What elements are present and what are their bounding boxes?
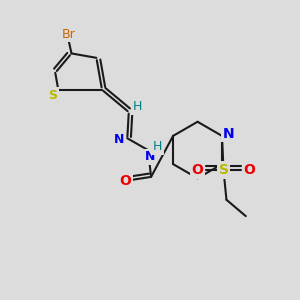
Text: H: H: [153, 140, 162, 153]
Text: H: H: [132, 100, 142, 113]
Text: S: S: [219, 163, 229, 177]
Text: S: S: [48, 89, 57, 102]
Text: N: N: [223, 127, 234, 140]
Text: O: O: [119, 174, 131, 188]
Text: O: O: [192, 163, 204, 177]
Text: O: O: [243, 163, 255, 177]
Text: N: N: [144, 150, 155, 163]
Text: Br: Br: [62, 28, 75, 40]
Text: N: N: [114, 133, 124, 146]
